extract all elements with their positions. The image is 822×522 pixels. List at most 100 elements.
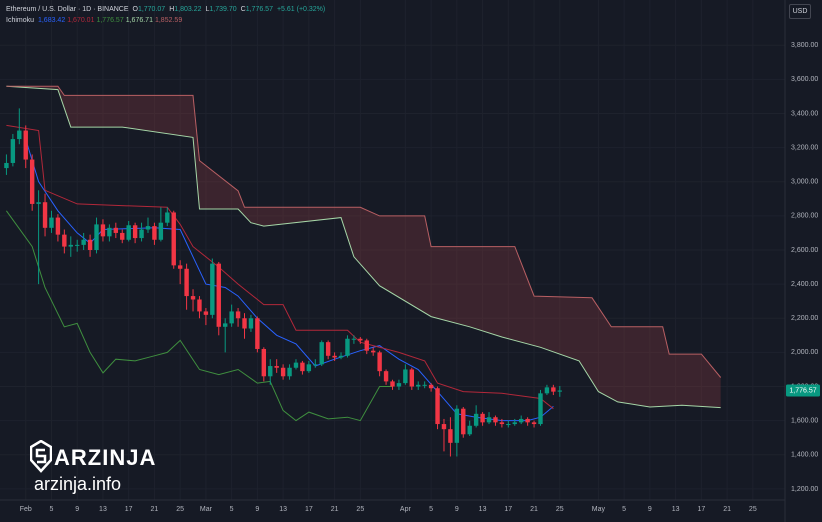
- candle-body: [158, 222, 164, 240]
- last-price-label: 1,776.57: [789, 387, 816, 394]
- candle-body: [300, 362, 305, 372]
- x-tick-label: 5: [429, 506, 433, 513]
- candle-body: [145, 226, 151, 230]
- x-tick-label: 21: [331, 506, 339, 513]
- y-tick-label: 2,000.00: [791, 349, 818, 356]
- y-tick-label: 3,600.00: [791, 76, 818, 83]
- candle-body: [364, 340, 369, 351]
- x-tick-label: 9: [455, 506, 459, 513]
- x-tick-label: 21: [530, 506, 538, 513]
- candle-body: [229, 311, 234, 324]
- candle-body: [403, 369, 408, 384]
- candle-body: [518, 418, 524, 423]
- candle-body: [461, 408, 466, 435]
- ichimoku-line: [6, 85, 721, 409]
- candle-body: [448, 429, 453, 443]
- x-tick-label: 25: [556, 506, 564, 513]
- ichimoku-cloud: [6, 86, 721, 408]
- candle-body: [274, 366, 279, 368]
- candle-body: [29, 159, 35, 204]
- candle-body: [81, 239, 86, 245]
- candle-body: [68, 244, 73, 247]
- candle-body: [441, 424, 447, 430]
- candle-body: [435, 388, 440, 425]
- y-tick-label: 1,600.00: [791, 417, 818, 424]
- ohlc-value: 1,776.57: [245, 6, 273, 13]
- candle-body: [203, 311, 209, 315]
- candle-body: [467, 425, 472, 435]
- candle-body: [165, 212, 170, 223]
- y-tick-label: 2,800.00: [791, 213, 818, 220]
- candle-body: [377, 352, 382, 372]
- ohlc-item: L1,739.70: [206, 6, 239, 13]
- x-tick-label: May: [592, 506, 606, 513]
- x-tick-label: 17: [305, 506, 313, 513]
- indicator-value: 1,676.71: [125, 17, 153, 24]
- indicator-value: 1,683.42: [37, 17, 66, 24]
- legend-row: Ichimoku 1,683.42 1,670.01 1,776.57 1,676.7…: [6, 15, 331, 26]
- indicator-name: Ichimoku: [6, 17, 35, 24]
- candle-body: [325, 342, 331, 356]
- logo-icon: [30, 440, 52, 473]
- candle-body: [313, 364, 318, 366]
- ohlc-key: L: [205, 6, 210, 13]
- candle-body: [473, 413, 479, 426]
- x-tick-label: 9: [648, 506, 652, 513]
- candle-body: [49, 217, 54, 228]
- candle-body: [351, 338, 357, 340]
- candle-body: [512, 422, 517, 425]
- y-tick-label: 3,200.00: [791, 144, 818, 151]
- indicator-value: 1,776.57: [96, 17, 124, 24]
- x-tick-label: 17: [504, 506, 512, 513]
- grid: [0, 0, 785, 500]
- candle-body: [370, 350, 376, 353]
- candle-body: [139, 229, 144, 239]
- ichimoku-line: [6, 85, 722, 378]
- ohlc-item: O1,770.07: [132, 6, 167, 13]
- candle-body: [190, 296, 196, 300]
- candle-body: [416, 384, 421, 387]
- candle-body: [113, 227, 119, 233]
- currency-button[interactable]: USD: [789, 4, 811, 19]
- candle-body: [332, 355, 337, 358]
- candle-body: [132, 225, 138, 239]
- candle-body: [152, 226, 157, 240]
- ichimoku-line: [6, 124, 554, 410]
- candle-body: [36, 202, 41, 204]
- candle-body: [10, 139, 16, 163]
- y-tick-label: 1,200.00: [791, 486, 818, 493]
- ichimoku-line: [5, 210, 393, 422]
- candle-body: [319, 342, 324, 365]
- candle-body: [428, 384, 434, 389]
- x-tick-label: 21: [723, 506, 731, 513]
- x-tick-label: 5: [230, 506, 234, 513]
- candle-body: [506, 424, 511, 426]
- candle-body: [544, 387, 550, 394]
- x-tick-label: 9: [75, 506, 79, 513]
- candle-body: [409, 369, 415, 387]
- x-tick-label: Feb: [20, 506, 32, 513]
- x-tick-label: Apr: [400, 506, 412, 513]
- candle-body: [87, 239, 93, 250]
- candle-body: [261, 348, 267, 377]
- legend-row: Ethereum / U.S. Dollar · 1D · BINANCE O1…: [6, 4, 331, 15]
- candle-body: [493, 417, 498, 423]
- candle-body: [126, 225, 131, 240]
- candle-body: [17, 130, 22, 140]
- candle-body: [100, 224, 106, 237]
- brand: ARZINJA: [54, 445, 157, 470]
- ohlc-key: H: [169, 6, 175, 13]
- candle-body: [345, 338, 350, 356]
- candle-body: [120, 232, 125, 240]
- candle-body: [390, 381, 395, 387]
- x-tick-label: 21: [151, 506, 159, 513]
- candle-body: [255, 318, 260, 349]
- y-tick-label: 2,200.00: [791, 315, 818, 322]
- ohlc-value: 1,803.22: [174, 6, 202, 13]
- symbol-title: Ethereum / U.S. Dollar · 1D · BINANCE: [6, 6, 129, 13]
- candle-body: [480, 413, 485, 423]
- y-tick-label: 3,800.00: [791, 42, 818, 49]
- y-tick-label: 2,400.00: [791, 281, 818, 288]
- candle-body: [248, 318, 254, 329]
